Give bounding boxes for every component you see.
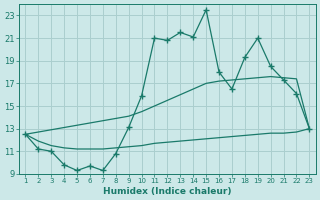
X-axis label: Humidex (Indice chaleur): Humidex (Indice chaleur) [103,187,232,196]
